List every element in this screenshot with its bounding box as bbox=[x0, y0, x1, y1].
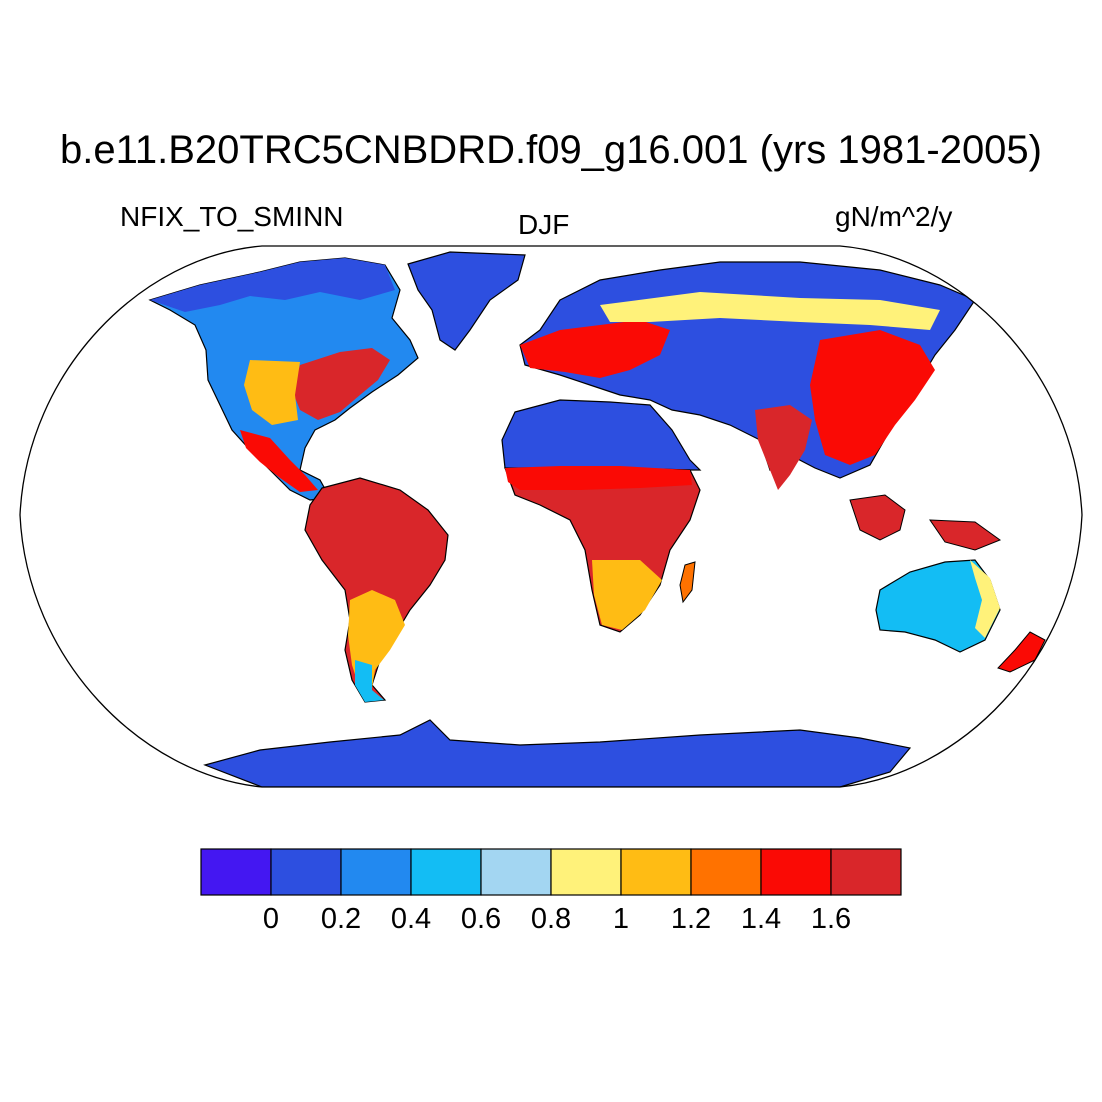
new-zealand bbox=[997, 631, 1046, 673]
mexico-central-america bbox=[240, 430, 318, 492]
colorbar-tick-label: 0.6 bbox=[460, 903, 502, 935]
southern-africa bbox=[592, 560, 662, 630]
colorbar-box bbox=[690, 848, 762, 896]
colorbar-tick-label: 1.4 bbox=[740, 903, 782, 935]
australia-region bbox=[875, 559, 1001, 653]
eastern-us-high bbox=[292, 348, 390, 420]
colorbar-tick-label: 0.2 bbox=[320, 903, 362, 935]
variable-label: NFIX_TO_SMINN bbox=[120, 201, 344, 232]
colorbar-box bbox=[760, 848, 832, 896]
colorbar-box bbox=[270, 848, 342, 896]
africa-north-desert bbox=[501, 399, 702, 471]
australia-east-coast bbox=[970, 560, 1000, 638]
figure-title: b.e11.B20TRC5CNBDRD.f09_g16.001 (yrs 198… bbox=[59, 128, 1042, 172]
east-asia-high bbox=[810, 330, 935, 465]
colorbar-box bbox=[410, 848, 482, 896]
colorbar bbox=[200, 848, 902, 896]
colorbar-box bbox=[550, 848, 622, 896]
europe-mid bbox=[520, 320, 670, 378]
colorbar-tick-label: 0.4 bbox=[390, 903, 432, 935]
new-guinea bbox=[929, 519, 1002, 551]
antarctica-region bbox=[203, 719, 912, 787]
colorbar-box bbox=[200, 848, 272, 896]
colorbar-box bbox=[830, 848, 902, 896]
greenland-region bbox=[407, 251, 526, 351]
colorbar-box bbox=[480, 848, 552, 896]
season-label: DJF bbox=[518, 209, 570, 240]
patagonia bbox=[355, 660, 384, 702]
colorbar-box bbox=[340, 848, 412, 896]
canada-tundra bbox=[150, 258, 395, 312]
colorbar-tick-label: 1.2 bbox=[670, 903, 712, 935]
map-boundary bbox=[19, 245, 1083, 788]
units-label: gN/m^2/y bbox=[835, 201, 953, 232]
indonesia bbox=[849, 494, 906, 541]
south-america-region bbox=[304, 477, 449, 703]
colorbar-tick-label: 1 bbox=[612, 903, 630, 935]
colorbar-box bbox=[620, 848, 692, 896]
madagascar bbox=[679, 561, 696, 604]
sahel-band bbox=[505, 466, 692, 490]
land-field bbox=[148, 251, 1046, 787]
colorbar-tick-label: 1.6 bbox=[810, 903, 852, 935]
colorbar-tick-label: 0 bbox=[262, 903, 280, 935]
eurasia-temperate-band bbox=[600, 292, 940, 330]
colorbar-tick-label: 0.8 bbox=[530, 903, 572, 935]
india bbox=[755, 405, 812, 490]
us-plains-mid bbox=[244, 360, 300, 425]
